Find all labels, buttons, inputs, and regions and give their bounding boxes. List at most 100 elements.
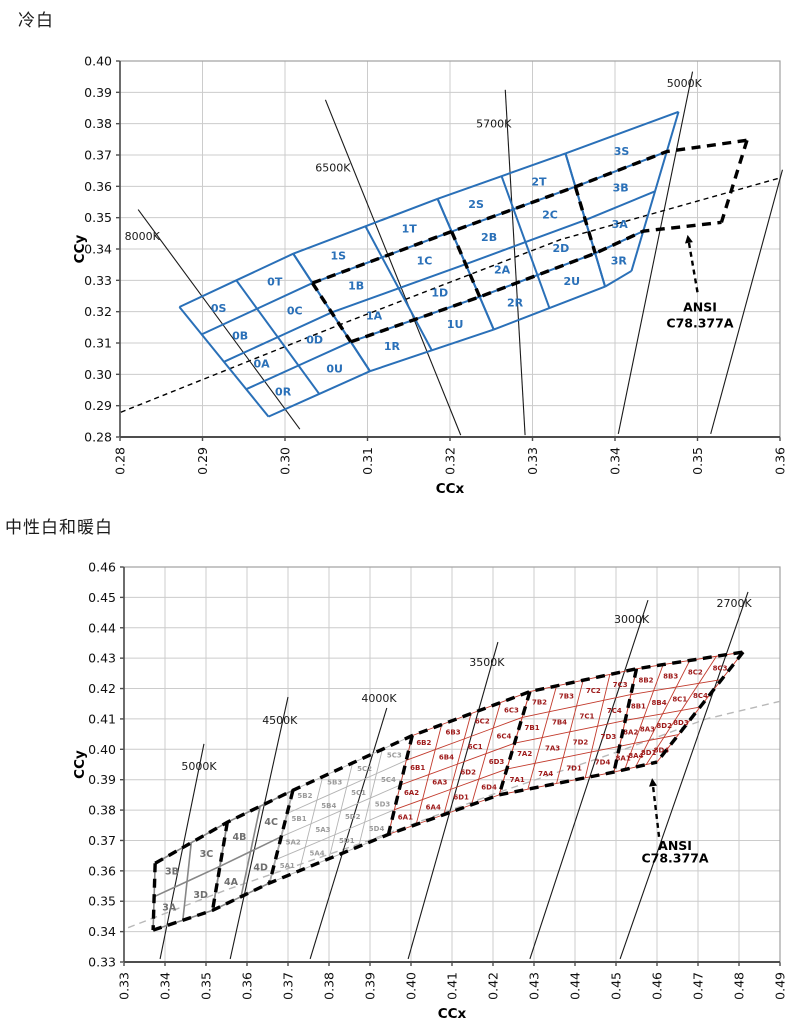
y-tick-label: 0.33	[84, 273, 112, 288]
ansi-outline-vertical	[151, 863, 157, 931]
bin-cell-label: 6C1	[468, 743, 483, 751]
bin-cell-label: 7B4	[552, 718, 567, 726]
y-tick-label: 0.39	[88, 772, 116, 787]
x-tick-label: 0.43	[527, 972, 542, 1000]
group-2-row-line	[493, 285, 606, 331]
cct-iso-line	[619, 591, 749, 960]
bin-cell-label: 7C4	[607, 707, 622, 715]
bin-cell-label: 5A2	[286, 839, 301, 847]
bin-cell-label: 5B2	[297, 792, 312, 800]
group-0-row-line	[223, 311, 333, 363]
group-3-row-line	[604, 270, 633, 288]
group-5-row-line	[281, 784, 401, 838]
bin-cell-label: 6D4	[481, 784, 497, 792]
group-0-row-line	[201, 282, 313, 336]
bin-cell-label: 7B2	[532, 698, 547, 706]
group-3-row-line	[565, 110, 679, 155]
bin-cell-label: 2B	[481, 231, 497, 244]
x-tick-label: 0.42	[486, 972, 501, 1000]
x-tick-label: 0.40	[404, 972, 419, 1000]
bin-cell-label: 5B3	[327, 778, 342, 786]
x-tick-label: 0.45	[609, 972, 624, 1000]
cct-iso-line	[617, 71, 694, 434]
bin-cell-label: 8C2	[688, 668, 703, 676]
group-1-row-line	[312, 230, 452, 285]
ansi-annotation-text: C78.377A	[641, 851, 708, 866]
bin-cell-label: 2T	[531, 176, 547, 189]
x-tick-label: 0.34	[158, 972, 173, 1000]
bin-cell-label: 5D2	[345, 813, 361, 821]
bin-cell-label: 6A3	[432, 779, 447, 787]
bin-cell-label: 5C3	[387, 751, 402, 759]
bin-cell-label: 6D2	[460, 768, 476, 776]
bin-cell-label: 5C2	[357, 765, 372, 773]
y-tick-label: 0.41	[88, 711, 116, 726]
bin-cell-label: 8D4	[654, 746, 670, 754]
bin-cell-label: 7B1	[525, 724, 540, 732]
bin-cell-label: 1A	[366, 310, 383, 323]
bin-cell-label: 5B1	[292, 815, 307, 823]
bin-cell-label: 8D1	[641, 749, 657, 757]
ansi-outline-top	[154, 650, 744, 865]
bin-cell-label: 5D1	[339, 837, 355, 845]
x-tick-label: 0.32	[443, 447, 458, 475]
x-tick-label: 0.48	[732, 972, 747, 1000]
ansi-arrow-line	[687, 242, 699, 293]
bin-cell-label: 7A2	[517, 750, 532, 758]
ansi-outline-bottom	[350, 220, 722, 344]
cct-label: 5000K	[667, 77, 703, 90]
x-tick-label: 0.47	[691, 972, 706, 1000]
y-tick-label: 0.37	[88, 833, 116, 848]
bin-cell-label: 8C3	[713, 664, 728, 672]
y-tick-label: 0.37	[84, 148, 112, 163]
y-tick-label: 0.42	[88, 681, 116, 696]
bin-cell-label: 8D3	[673, 719, 689, 727]
bin-cell-label: 6B1	[410, 764, 425, 772]
y-tick-label: 0.35	[88, 894, 116, 909]
ansi-outline-vertical	[386, 735, 414, 835]
ansi-annotation-text: C78.377A	[666, 315, 733, 330]
bin-cell-label: 7D1	[566, 764, 582, 772]
y-tick-label: 0.43	[88, 651, 116, 666]
bin-cell-label: 7D3	[601, 733, 617, 741]
cct-label: 3500K	[469, 656, 505, 669]
cct-label: 4000K	[361, 692, 397, 705]
x-tick-label: 0.35	[199, 972, 214, 1000]
bin-cell-label: 3R	[611, 255, 628, 268]
bin-cell-label: 5A3	[315, 826, 330, 834]
group-6-row-line	[400, 742, 515, 786]
x-tick-label: 0.39	[363, 972, 378, 1000]
y-tick-label: 0.36	[84, 179, 112, 194]
group-8-row-line	[619, 734, 679, 747]
group-6-row-line	[394, 768, 507, 811]
bin-cell-label: 0R	[275, 386, 292, 399]
x-tick-label: 0.41	[445, 972, 460, 1000]
ansi-arrow-line	[651, 785, 661, 837]
bin-cell-label: 6A2	[404, 789, 419, 797]
cool-white-chart: 0.28 0.29 0.30 0.31 0.32 0.33 0.34 0.35 0.36 0.28…	[72, 54, 788, 498]
y-tick-label: 0.32	[84, 304, 112, 319]
x-tick-label: 0.28	[113, 447, 128, 475]
y-axis-title: CCy	[72, 750, 88, 779]
bin-cell-label: 6A1	[398, 814, 413, 822]
y-tick-label: 0.31	[84, 336, 112, 351]
bin-cell-label: 8B4	[652, 699, 667, 707]
bin-cell-label: 4C	[264, 817, 278, 828]
group-3-row-line	[153, 865, 221, 898]
x-tick-label: 0.36	[773, 447, 788, 475]
ansi-outline-vertical	[450, 230, 482, 298]
y-tick-label: 0.40	[84, 54, 112, 69]
group-3-row-line	[584, 190, 656, 221]
ansi-annotation-text: ANSI	[658, 838, 692, 853]
bin-cell-label: 2A	[494, 264, 511, 277]
ansi-outline-vertical	[573, 186, 597, 254]
y-tick-label: 0.46	[88, 560, 116, 575]
y-tick-label: 0.35	[84, 210, 112, 225]
bin-cell-label: 1T	[402, 223, 418, 236]
ansi-annotation-text: ANSI	[683, 300, 717, 315]
x-tick-label: 0.36	[240, 972, 255, 1000]
bin-cell-label: 6B4	[439, 753, 454, 761]
y-tick-label: 0.28	[84, 430, 112, 445]
y-tick-label: 0.44	[88, 620, 116, 635]
